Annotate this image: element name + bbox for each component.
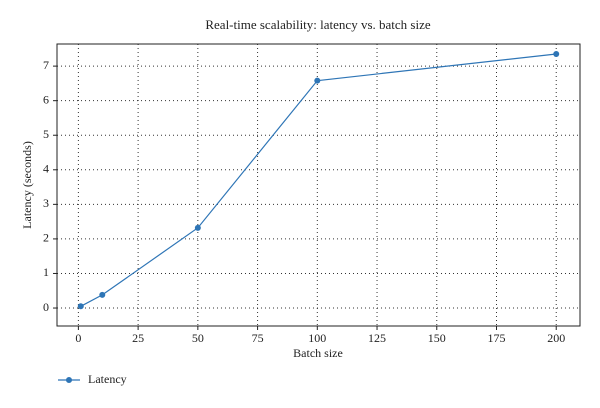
y-tick-label: 5 [43,127,49,141]
chart-title: Real-time scalability: latency vs. batch… [205,17,430,32]
data-point [194,224,201,231]
x-tick-label: 100 [308,331,326,345]
y-tick-label: 6 [43,92,49,106]
x-tick-label: 50 [192,331,204,345]
x-tick-label: 125 [368,331,386,345]
x-tick-label: 200 [547,331,565,345]
y-tick-label: 7 [43,58,49,72]
y-tick-label: 4 [43,162,49,176]
x-tick-label: 25 [132,331,144,345]
y-tick-label: 2 [43,231,49,245]
y-tick-label: 3 [43,196,49,210]
plot-frame [56,43,581,327]
data-point [77,303,84,310]
data-point [99,291,106,298]
x-tick-label: 175 [487,331,505,345]
legend-marker [66,377,72,383]
data-point [553,51,560,58]
x-axis-label: Batch size [293,346,343,360]
y-axis-label: Latency (seconds) [20,141,34,229]
y-tick-label: 1 [43,265,49,279]
data-point [314,77,321,84]
x-tick-label: 150 [428,331,446,345]
x-tick-label: 0 [75,331,81,345]
legend-label: Latency [88,372,127,386]
y-tick-label: 0 [43,300,49,314]
x-tick-label: 75 [252,331,264,345]
